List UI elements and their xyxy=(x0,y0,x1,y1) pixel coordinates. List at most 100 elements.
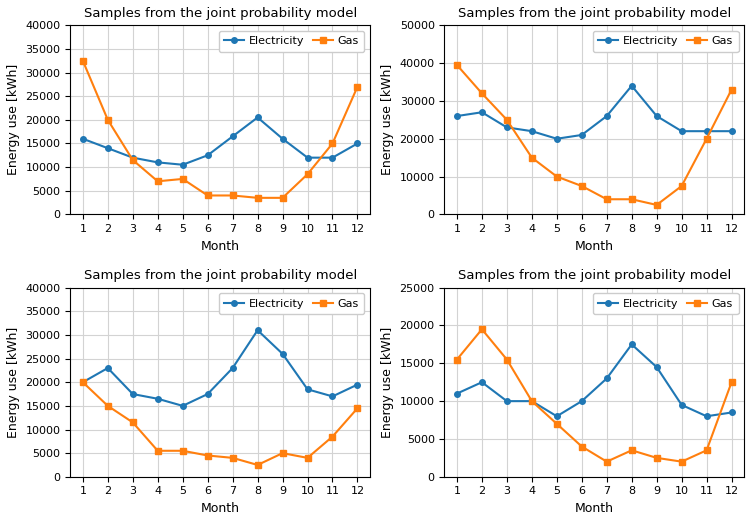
Electricity xyxy=(228,365,237,371)
Electricity xyxy=(353,140,362,147)
Electricity xyxy=(602,113,611,119)
Electricity xyxy=(702,413,711,419)
Electricity xyxy=(328,393,337,399)
Gas xyxy=(78,57,87,64)
Gas xyxy=(128,419,137,425)
Gas xyxy=(602,196,611,203)
Gas xyxy=(627,447,636,454)
Gas xyxy=(328,433,337,440)
Gas xyxy=(478,326,487,333)
Gas xyxy=(602,458,611,465)
X-axis label: Month: Month xyxy=(201,240,240,253)
Electricity xyxy=(727,128,736,134)
Legend: Electricity, Gas: Electricity, Gas xyxy=(219,31,364,52)
Gas xyxy=(204,192,213,198)
Title: Samples from the joint probability model: Samples from the joint probability model xyxy=(83,269,357,282)
Legend: Electricity, Gas: Electricity, Gas xyxy=(593,31,738,52)
Electricity xyxy=(153,159,162,165)
Line: Electricity: Electricity xyxy=(454,83,734,141)
Gas xyxy=(178,448,187,454)
Electricity xyxy=(78,136,87,142)
Gas xyxy=(228,455,237,461)
Gas xyxy=(278,195,287,201)
Electricity xyxy=(204,152,213,158)
Electricity xyxy=(328,155,337,161)
Gas xyxy=(353,84,362,90)
Line: Electricity: Electricity xyxy=(80,115,360,168)
Gas xyxy=(303,171,312,177)
Y-axis label: Energy use [kWh]: Energy use [kWh] xyxy=(381,64,394,175)
X-axis label: Month: Month xyxy=(201,502,240,515)
Electricity xyxy=(652,364,661,370)
Electricity xyxy=(128,155,137,161)
Line: Electricity: Electricity xyxy=(80,327,360,409)
Title: Samples from the joint probability model: Samples from the joint probability model xyxy=(83,7,357,20)
Y-axis label: Energy use [kWh]: Energy use [kWh] xyxy=(7,64,20,175)
Electricity xyxy=(502,124,511,130)
Gas xyxy=(677,183,686,189)
Gas xyxy=(727,379,736,385)
Electricity xyxy=(303,386,312,393)
Gas xyxy=(178,176,187,182)
Gas xyxy=(153,178,162,184)
Title: Samples from the joint probability model: Samples from the joint probability model xyxy=(457,7,731,20)
Gas xyxy=(104,403,113,409)
Electricity xyxy=(153,396,162,402)
Electricity xyxy=(677,128,686,134)
Electricity xyxy=(178,403,187,409)
Line: Gas: Gas xyxy=(80,379,360,468)
Legend: Electricity, Gas: Electricity, Gas xyxy=(219,293,364,314)
Gas xyxy=(702,136,711,142)
Gas xyxy=(552,173,561,180)
Electricity xyxy=(104,145,113,151)
Line: Gas: Gas xyxy=(454,326,734,465)
Gas xyxy=(353,405,362,411)
Line: Gas: Gas xyxy=(454,62,734,208)
Gas xyxy=(502,357,511,363)
Electricity xyxy=(578,132,587,138)
Electricity xyxy=(353,382,362,388)
Line: Gas: Gas xyxy=(80,58,360,200)
Gas xyxy=(578,183,587,189)
Electricity xyxy=(303,155,312,161)
Electricity xyxy=(478,379,487,385)
Electricity xyxy=(78,379,87,385)
Gas xyxy=(527,155,536,161)
Electricity xyxy=(652,113,661,119)
Electricity xyxy=(104,365,113,371)
Electricity xyxy=(502,398,511,404)
Gas xyxy=(652,455,661,461)
Electricity xyxy=(602,375,611,382)
Electricity xyxy=(702,128,711,134)
Gas xyxy=(253,462,262,468)
Gas xyxy=(478,90,487,97)
Gas xyxy=(78,379,87,385)
Gas xyxy=(578,443,587,449)
Gas xyxy=(303,455,312,461)
Electricity xyxy=(627,341,636,348)
Electricity xyxy=(578,398,587,404)
Gas xyxy=(452,357,461,363)
Gas xyxy=(677,458,686,465)
Electricity xyxy=(204,391,213,397)
Electricity xyxy=(128,391,137,397)
Electricity xyxy=(677,402,686,408)
Electricity xyxy=(452,113,461,119)
Gas xyxy=(527,398,536,404)
Gas xyxy=(153,448,162,454)
Electricity xyxy=(452,390,461,397)
Gas xyxy=(452,62,461,68)
Electricity xyxy=(627,82,636,89)
Line: Electricity: Electricity xyxy=(454,341,734,419)
Gas xyxy=(104,117,113,123)
Y-axis label: Energy use [kWh]: Energy use [kWh] xyxy=(381,327,394,438)
X-axis label: Month: Month xyxy=(575,240,614,253)
Electricity xyxy=(278,351,287,357)
Electricity xyxy=(253,114,262,121)
Gas xyxy=(228,192,237,198)
Gas xyxy=(502,117,511,123)
Gas xyxy=(552,421,561,427)
Electricity xyxy=(527,398,536,404)
Gas xyxy=(128,157,137,163)
X-axis label: Month: Month xyxy=(575,502,614,515)
